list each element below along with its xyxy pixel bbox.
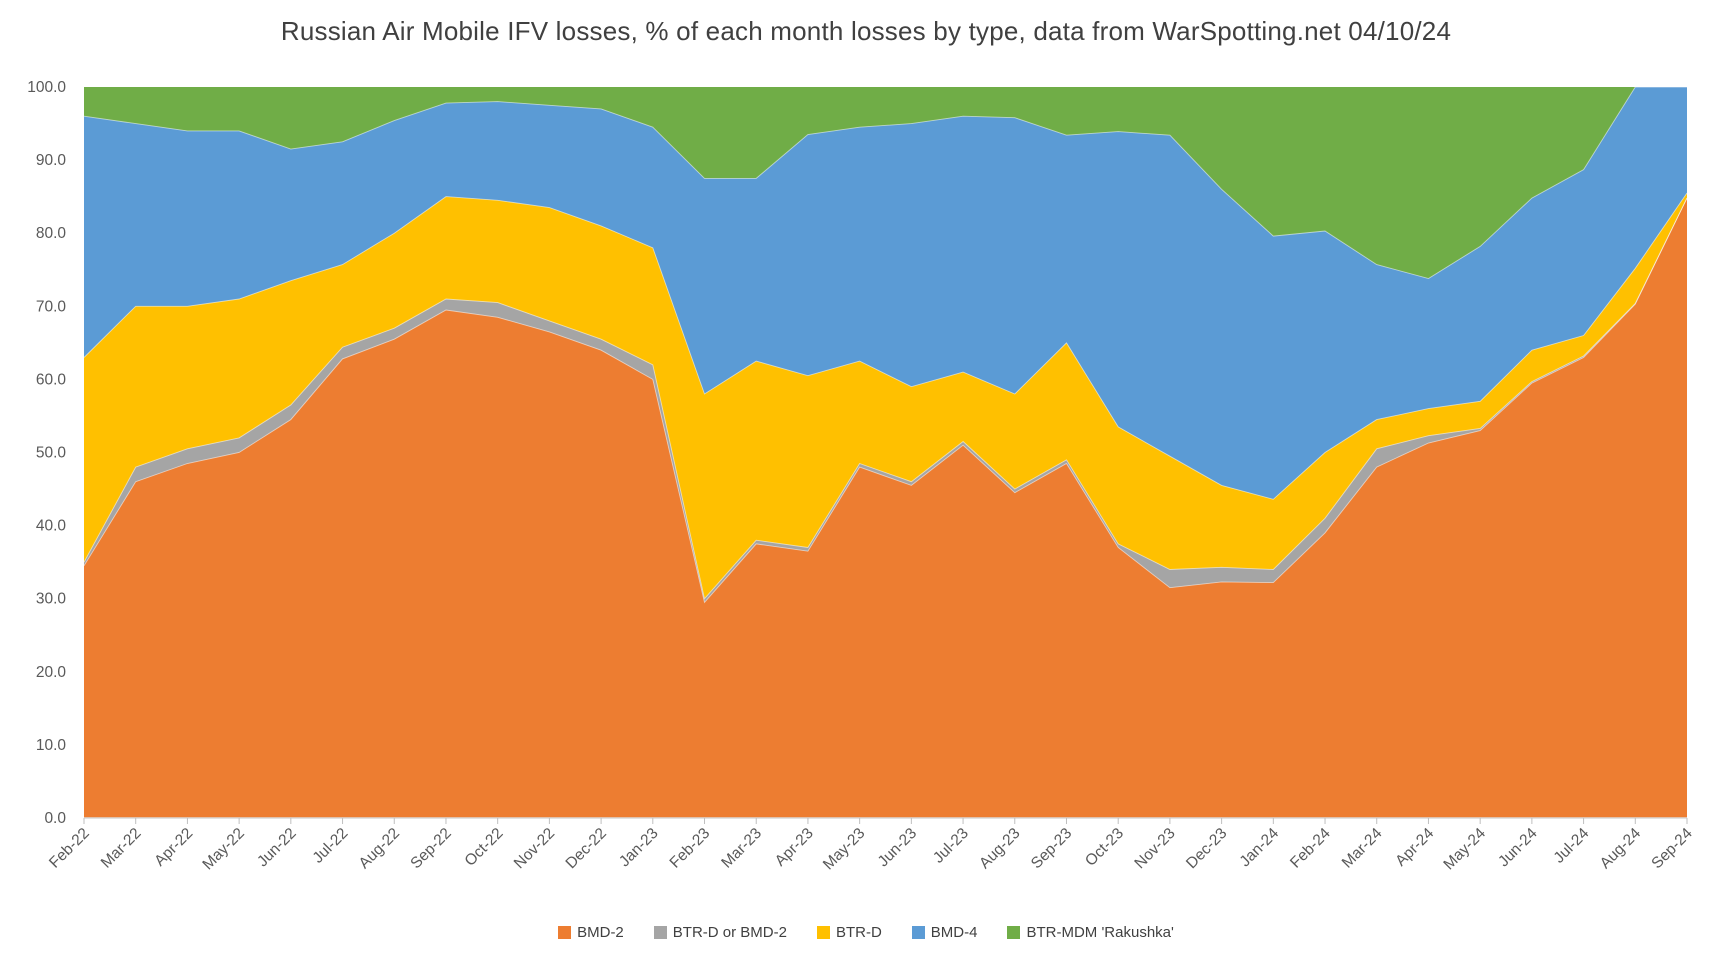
y-axis-label: 90.0 bbox=[36, 152, 67, 169]
x-axis-label: May-22 bbox=[199, 825, 248, 874]
x-axis-label: Oct-23 bbox=[1082, 825, 1127, 870]
x-axis-label: Jan-24 bbox=[1237, 825, 1283, 871]
x-axis-label: Jul-23 bbox=[930, 825, 972, 867]
legend-marker-btr-d bbox=[816, 926, 830, 939]
x-axis-label: Nov-22 bbox=[511, 825, 558, 872]
legend-marker-btr-mdm-rakushka bbox=[1007, 926, 1021, 939]
y-axis-label: 100.0 bbox=[27, 79, 66, 96]
x-axis-label: Jul-22 bbox=[310, 825, 352, 867]
legend-item-btr-mdm-rakushka: BTR-MDM 'Rakushka' bbox=[1007, 924, 1174, 941]
y-axis-label: 50.0 bbox=[36, 445, 67, 462]
area-bmd-2 bbox=[84, 198, 1687, 819]
y-axis-label: 10.0 bbox=[36, 737, 67, 754]
legend-label: BMD-4 bbox=[930, 924, 978, 941]
y-axis-label: 60.0 bbox=[36, 371, 67, 388]
x-axis-label: Nov-23 bbox=[1131, 825, 1178, 872]
x-axis-label: Apr-24 bbox=[1392, 825, 1437, 870]
legend-item-btr-d: BTR-D bbox=[816, 924, 882, 941]
x-axis-label: Jun-24 bbox=[1495, 825, 1541, 871]
y-axis-label: 30.0 bbox=[36, 591, 67, 608]
series-boundary-line bbox=[83, 197, 1688, 600]
x-axis-label: May-24 bbox=[1440, 825, 1489, 874]
x-axis-label: Aug-22 bbox=[356, 825, 403, 872]
x-axis-label: May-23 bbox=[820, 825, 869, 874]
x-axis-label: Feb-22 bbox=[46, 825, 93, 872]
legend-label: BMD-2 bbox=[577, 924, 624, 941]
x-axis-label: Jul-24 bbox=[1551, 825, 1593, 867]
x-axis-label: Apr-23 bbox=[772, 825, 817, 870]
y-axis-label: 20.0 bbox=[36, 664, 67, 681]
series-boundary-line bbox=[83, 197, 1688, 604]
x-axis-label: Aug-23 bbox=[976, 825, 1023, 872]
series-boundary-line bbox=[83, 86, 1687, 279]
x-axis-label: Aug-24 bbox=[1597, 825, 1645, 873]
legend-marker-bmd-4 bbox=[911, 926, 925, 939]
series-boundary-line bbox=[83, 192, 1688, 500]
x-axis-label: Sep-22 bbox=[407, 825, 454, 872]
legend-label: BTR-D or BMD-2 bbox=[672, 924, 787, 941]
x-axis-label: Dec-22 bbox=[563, 825, 610, 872]
x-axis-label: Feb-23 bbox=[667, 825, 714, 872]
x-axis-label: Mar-24 bbox=[1339, 825, 1386, 872]
x-axis-label: Jun-23 bbox=[875, 825, 921, 871]
x-axis-label: Jan-23 bbox=[616, 825, 662, 871]
legend-label: BTR-D bbox=[835, 924, 882, 941]
y-axis-label: 80.0 bbox=[36, 225, 67, 242]
legend: BMD-2 BTR-D or BMD-2 BTR-D BMD-4 BTR-MDM 'Ra… bbox=[0, 924, 1732, 941]
x-axis-label: Apr-22 bbox=[151, 825, 196, 870]
legend-label: BTR-MDM 'Rakushka' bbox=[1026, 924, 1174, 941]
x-axis-label: Dec-23 bbox=[1183, 825, 1230, 872]
legend-item-btr-d-or-bmd-2: BTR-D or BMD-2 bbox=[653, 924, 787, 941]
x-axis-label: Mar-23 bbox=[718, 825, 765, 872]
legend-item-bmd-4: BMD-4 bbox=[911, 924, 978, 941]
y-axis-label: 40.0 bbox=[36, 518, 67, 535]
legend-marker-btr-d-or-bmd-2 bbox=[653, 926, 667, 939]
x-axis-label: Sep-23 bbox=[1028, 825, 1075, 872]
legend-item-bmd-2: BMD-2 bbox=[558, 924, 624, 941]
x-axis-label: Sep-24 bbox=[1648, 825, 1696, 873]
chart-title: Russian Air Mobile IFV losses, % of each… bbox=[280, 16, 1452, 46]
y-axis-label: 70.0 bbox=[36, 298, 67, 315]
x-axis-label: Jun-22 bbox=[254, 825, 300, 871]
legend-marker-bmd-2 bbox=[558, 926, 572, 939]
x-axis-label: Mar-22 bbox=[98, 825, 145, 872]
x-axis-label: Oct-22 bbox=[462, 825, 507, 870]
y-axis-label: 0.0 bbox=[44, 810, 66, 827]
x-axis-label: Feb-24 bbox=[1287, 825, 1334, 872]
